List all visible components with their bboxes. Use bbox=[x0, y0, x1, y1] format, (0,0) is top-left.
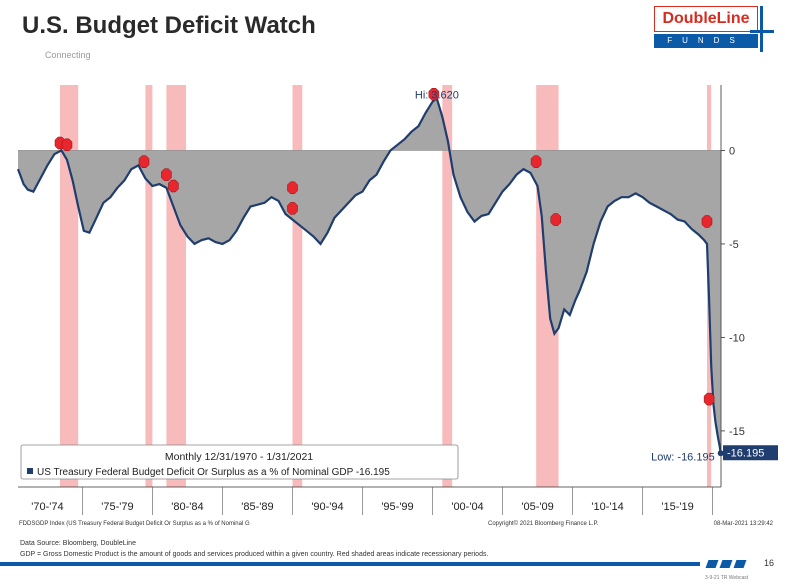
webcast-label: 3-9-21 TR Webcast bbox=[705, 575, 749, 581]
recession-marker bbox=[138, 155, 150, 168]
slide-title: U.S. Budget Deficit Watch bbox=[22, 12, 316, 39]
recession-marker bbox=[287, 181, 298, 195]
x-tick-label: '00-'04 bbox=[451, 501, 483, 513]
deficit-line bbox=[16, 96, 722, 454]
connecting-status: Connecting bbox=[45, 50, 91, 60]
footer-bar-segments bbox=[705, 560, 750, 568]
x-tick-label: '70-'74 bbox=[31, 501, 63, 513]
y-tick-label: -10 bbox=[729, 332, 745, 344]
last-value-point bbox=[717, 450, 724, 457]
x-tick-label: '80-'84 bbox=[171, 501, 203, 513]
x-tick-label: '85-'89 bbox=[241, 501, 273, 513]
recession-marker bbox=[701, 215, 713, 228]
recession-marker bbox=[168, 179, 179, 193]
footer-segment bbox=[705, 560, 719, 568]
chart-footer-date: 08-Mar-2021 13:29:42 bbox=[714, 521, 774, 527]
recession-markers bbox=[54, 88, 715, 406]
chart-legend: Monthly 12/31/1970 - 1/31/2021 US Treasu… bbox=[20, 444, 459, 480]
footer-segment bbox=[733, 560, 747, 568]
legend-title: Monthly 12/31/1970 - 1/31/2021 bbox=[165, 451, 313, 463]
footer-segment bbox=[719, 560, 733, 568]
recession-marker bbox=[61, 138, 73, 152]
gdp-definition-note: GDP = Gross Domestic Product is the amou… bbox=[20, 551, 489, 558]
x-tick-label: '10-'14 bbox=[591, 501, 623, 513]
recession-band bbox=[145, 85, 153, 487]
page-number: 16 bbox=[764, 558, 775, 568]
logo-wordmark: DoubleLine bbox=[654, 6, 758, 32]
recession-marker bbox=[703, 392, 715, 406]
recession-band bbox=[166, 85, 187, 487]
y-tick-label: 0 bbox=[729, 145, 735, 157]
logo-funds-bar: FUNDS bbox=[654, 34, 758, 48]
y-tick-label: -5 bbox=[729, 239, 739, 251]
recession-marker bbox=[428, 88, 440, 101]
recession-band bbox=[292, 85, 303, 487]
recession-marker bbox=[161, 168, 172, 181]
x-tick-label: '90-'94 bbox=[311, 501, 343, 513]
logo-cross-vertical bbox=[760, 6, 763, 52]
x-tick-label: '15-'19 bbox=[661, 501, 693, 513]
chart-footer-index: FDDSGDP Index (US Treasury Federal Budge… bbox=[19, 521, 250, 527]
doubleline-logo: DoubleLine FUNDS bbox=[654, 6, 774, 52]
deficit-area-fill bbox=[18, 98, 721, 454]
legend-swatch bbox=[27, 468, 33, 474]
recession-marker bbox=[550, 213, 562, 226]
x-axis-ticks: '70-'74 '75-'79 '80-'84 '85-'89 '90-'94 '95-'… bbox=[31, 487, 713, 515]
logo-cross-horizontal bbox=[750, 30, 774, 33]
last-value-label: -16.195 bbox=[727, 447, 764, 459]
recession-marker bbox=[287, 202, 298, 215]
chart-footer-copyright: Copyright© 2021 Bloomberg Finance L.P. bbox=[488, 520, 599, 527]
x-tick-label: '05-'09 bbox=[521, 501, 553, 513]
high-annotation: Hi: 3.620 bbox=[415, 89, 459, 101]
legend-label: US Treasury Federal Budget Deficit Or Su… bbox=[37, 467, 390, 478]
deficit-chart: 0 -5 -10 -15 '70-'74 '75-'79 '80-'84 '85-'89 '9… bbox=[13, 75, 778, 530]
low-annotation: Low: -16.195 bbox=[651, 451, 715, 463]
recession-marker bbox=[530, 155, 542, 168]
y-tick-label: -15 bbox=[729, 426, 745, 438]
recession-band bbox=[442, 85, 453, 487]
footer-bar bbox=[0, 562, 700, 566]
y-axis-ticks: 0 -5 -10 -15 bbox=[721, 145, 745, 438]
last-value-box bbox=[723, 445, 778, 461]
x-tick-label: '95-'99 bbox=[381, 501, 413, 513]
data-source-note: Data Source: Bloomberg, DoubleLine bbox=[20, 540, 136, 547]
legend-box bbox=[20, 444, 459, 480]
x-tick-label: '75-'79 bbox=[101, 501, 133, 513]
